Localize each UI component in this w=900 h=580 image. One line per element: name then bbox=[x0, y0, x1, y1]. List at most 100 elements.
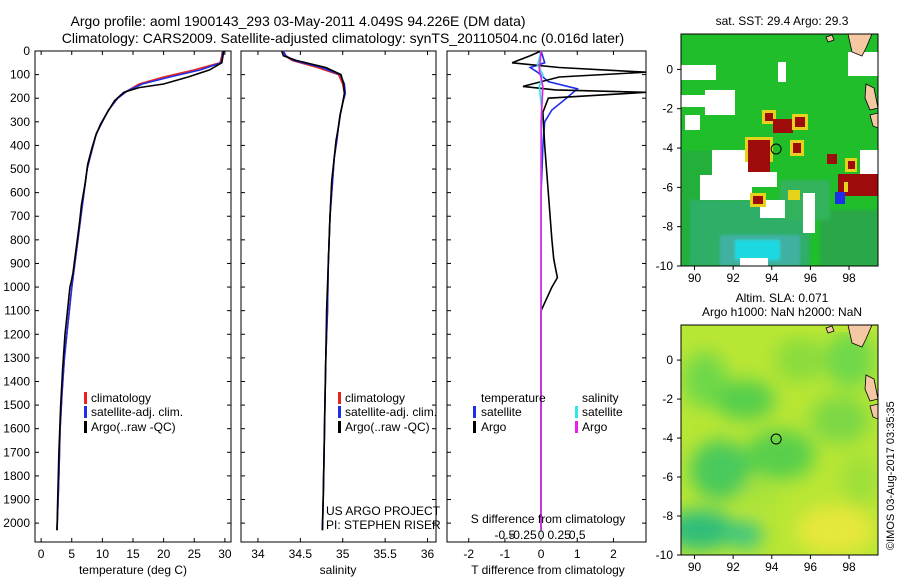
t-difference-xlabel: T difference from climatology bbox=[471, 563, 625, 577]
s-difference-label: S difference from climatology bbox=[471, 512, 626, 526]
legend-swatch-climatology bbox=[84, 392, 87, 404]
legend-swatch-s-argo bbox=[575, 421, 578, 433]
map-y-tick-label: -2 bbox=[662, 392, 673, 406]
y-tick-label: 500 bbox=[10, 162, 30, 176]
sst-hotspots bbox=[745, 110, 878, 207]
series-line-argo bbox=[280, 50, 346, 531]
header-line-1: Argo profile: aoml 1900143_293 03-May-20… bbox=[70, 13, 525, 29]
temperature-xlabel: temperature (deg C) bbox=[79, 563, 187, 577]
map-y-tick-label: -8 bbox=[662, 220, 673, 234]
sst-map: sat. SST: 29.4 Argo: 29.3 bbox=[656, 14, 879, 285]
legend-swatch-climatology bbox=[338, 392, 341, 404]
map-x-tick-label: 90 bbox=[688, 271, 702, 285]
difference-axes-frame bbox=[446, 50, 647, 543]
land-island bbox=[869, 112, 878, 129]
land-island bbox=[864, 374, 878, 402]
x-tick-label: 35 bbox=[336, 547, 350, 561]
sla-map-title-2: Argo h1000: NaN h2000: NaN bbox=[702, 305, 862, 319]
y-tick-label: 1900 bbox=[3, 493, 30, 507]
x-tick-label: 15 bbox=[126, 547, 140, 561]
legend-swatch-s-satellite bbox=[575, 406, 578, 418]
pi-annotation: PI: STEPHEN RISER bbox=[326, 518, 441, 532]
land-island bbox=[864, 83, 878, 111]
s-tick-label: 0.5 bbox=[569, 528, 586, 542]
y-tick-label: 700 bbox=[10, 209, 30, 223]
map-x-tick-label: 96 bbox=[804, 560, 818, 574]
s-tick-label: -0.25 bbox=[509, 528, 537, 542]
series-line-s-argo bbox=[538, 50, 544, 531]
map-y-tick-label: 0 bbox=[666, 353, 673, 367]
y-tick-label: 200 bbox=[10, 91, 30, 105]
x-tick-label: 36 bbox=[421, 547, 435, 561]
legend-swatch-argo bbox=[338, 421, 341, 433]
x-tick-label: 20 bbox=[157, 547, 171, 561]
y-tick-label: 1400 bbox=[3, 374, 30, 388]
sla-map: Altim. SLA: 0.071 Argo h1000: NaN h2000:… bbox=[656, 291, 879, 574]
y-tick-label: 400 bbox=[10, 138, 30, 152]
project-annotation: US ARGO PROJECT bbox=[326, 504, 441, 518]
land-island bbox=[825, 325, 835, 334]
legend-title-temperature: temperature bbox=[481, 391, 546, 405]
map-x-tick-label: 92 bbox=[726, 560, 740, 574]
x-tick-label: 34 bbox=[251, 547, 265, 561]
y-tick-label: 1000 bbox=[3, 280, 30, 294]
y-tick-label: 1700 bbox=[3, 445, 30, 459]
map-y-tick-label: -6 bbox=[662, 180, 673, 194]
y-tick-label: 1600 bbox=[3, 422, 30, 436]
temperature-panel: 0100200300400500600700800900100011001200… bbox=[3, 44, 232, 577]
s-tick-label: 0 bbox=[538, 528, 545, 542]
difference-panel: -2 -1 0 1 2 S difference from climatology -0… bbox=[446, 50, 647, 577]
x-tick-label: 30 bbox=[218, 547, 232, 561]
legend-label-climatology: climatology bbox=[91, 391, 151, 405]
header-line-2: Climatology: CARS2009. Satellite-adjuste… bbox=[62, 30, 624, 46]
legend-label-s-satellite: satellite bbox=[582, 405, 623, 419]
x-tick-label: 1 bbox=[574, 547, 581, 561]
x-tick-label: 10 bbox=[96, 547, 110, 561]
legend-label-satellite: satellite-adj. clim. bbox=[345, 405, 437, 419]
legend-swatch-t-satellite bbox=[473, 406, 476, 418]
map-y-tick-label: -2 bbox=[662, 102, 673, 116]
map-y-tick-label: 0 bbox=[666, 62, 673, 76]
legend-swatch-argo bbox=[84, 421, 87, 433]
x-tick-label: -1 bbox=[500, 547, 511, 561]
land-sumatra bbox=[847, 34, 873, 57]
s-tick-label: 0.25 bbox=[547, 528, 571, 542]
legend-label-t-argo: Argo bbox=[481, 420, 507, 434]
sla-map-title-1: Altim. SLA: 0.071 bbox=[736, 291, 829, 305]
y-tick-label: 0 bbox=[23, 44, 30, 58]
map-y-tick-label: -10 bbox=[656, 259, 674, 273]
sst-map-title: sat. SST: 29.4 Argo: 29.3 bbox=[716, 14, 849, 28]
x-tick-label: 5 bbox=[68, 547, 75, 561]
x-tick-label: 0 bbox=[538, 547, 545, 561]
legend-swatch-t-argo bbox=[473, 421, 476, 433]
land-island bbox=[825, 34, 835, 43]
x-tick-label: 2 bbox=[610, 547, 617, 561]
temperature-axes-frame bbox=[34, 50, 232, 543]
map-y-tick-label: -6 bbox=[662, 470, 673, 484]
y-tick-label: 1300 bbox=[3, 351, 30, 365]
land-island bbox=[869, 403, 878, 420]
legend-label-climatology: climatology bbox=[345, 391, 405, 405]
map-y-tick-label: -10 bbox=[656, 548, 674, 562]
y-tick-label: 800 bbox=[10, 233, 30, 247]
y-tick-label: 1800 bbox=[3, 469, 30, 483]
temperature-legend: climatology satellite-adj. clim. Argo(..… bbox=[84, 391, 183, 434]
map-x-tick-label: 92 bbox=[726, 271, 740, 285]
x-tick-label: -2 bbox=[463, 547, 474, 561]
series-line-argo bbox=[56, 50, 225, 531]
legend-label-argo: Argo(..raw -QC) bbox=[345, 420, 430, 434]
legend-label-satellite: satellite-adj. clim. bbox=[91, 405, 183, 419]
x-tick-label: 34.5 bbox=[289, 547, 313, 561]
map-y-tick-label: -4 bbox=[662, 141, 673, 155]
x-tick-label: 25 bbox=[188, 547, 202, 561]
argo-position-marker bbox=[770, 143, 782, 155]
salinity-panel: 34 34.5 35 35.5 36 salinity climatology sate… bbox=[240, 50, 441, 577]
map-x-tick-label: 94 bbox=[765, 560, 779, 574]
map-x-tick-label: 94 bbox=[765, 271, 779, 285]
x-tick-label: 35.5 bbox=[373, 547, 397, 561]
legend-swatch-satellite bbox=[338, 406, 341, 418]
sla-map-frame bbox=[680, 324, 879, 556]
y-tick-label: 900 bbox=[10, 256, 30, 270]
map-x-tick-label: 98 bbox=[842, 271, 856, 285]
